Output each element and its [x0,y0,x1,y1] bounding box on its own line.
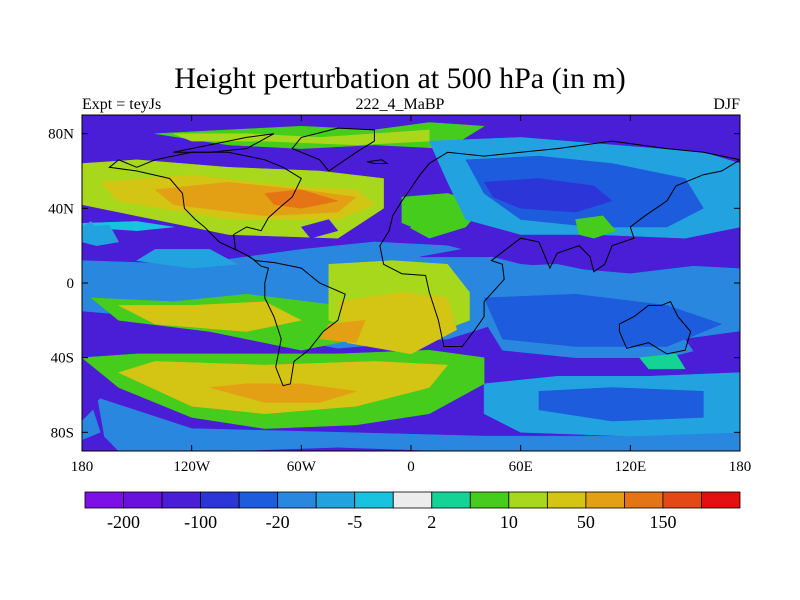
colorbar-swatch-8 [392,491,433,509]
colorbar-label: 150 [649,512,676,532]
x-tick-label: 180 [729,459,752,475]
x-tick-label: 60W [287,459,317,475]
colorbar-swatch-0 [84,491,124,509]
colorbar-swatch-2 [161,491,201,509]
colorbar-swatch-14 [624,491,664,509]
coastline-2 [379,140,740,347]
colorbar-swatch-7 [354,491,394,509]
colorbar-swatch-15 [662,491,702,509]
colorbar-swatch-1 [123,491,163,509]
colorbar-swatch-11 [508,491,548,509]
colorbar-swatch-13 [585,491,625,509]
y-tick-label: 0 [67,276,75,292]
colorbar-swatch-12 [546,491,587,509]
contour-region-34 [82,221,101,243]
contour-region-29 [538,387,704,422]
colorbar-label: -20 [266,512,290,532]
coastline-3 [618,301,692,355]
x-tick-label: 0 [407,459,415,475]
contour-region-25 [575,215,616,239]
contour-region-5 [82,398,740,451]
colorbar-swatch-10 [469,491,510,509]
y-tick-label: 80S [51,425,74,441]
colorbar-label: -5 [347,512,362,532]
contour-region-31 [684,331,740,366]
chart-title: Height perturbation at 500 hPa (in m) [174,62,626,95]
y-tick-label: 40N [48,201,74,217]
contour-region-24 [483,178,613,213]
contour-region-35 [355,219,412,243]
colorbar-label: -100 [184,512,217,532]
colorbar-swatch-9 [431,491,471,509]
contour-region-10 [118,301,302,332]
x-axis: 180 120W 60W 0 60E 120E 180 [71,115,752,475]
contour-fill-layer [82,115,740,451]
coastline-0 [108,151,346,387]
coastline-1 [291,127,375,172]
colorbar-label: -200 [107,512,140,532]
colorbar-swatch-4 [238,491,279,509]
y-tick-label: 80N [48,127,74,143]
subtitle-right: DJF [713,96,740,113]
coastline-4 [173,133,275,153]
contour-region-30 [639,353,686,370]
subtitle-left: Expt = teyJs [82,96,162,113]
colorbar-swatch-3 [200,491,240,509]
x-tick-label: 180 [71,459,94,475]
colorbar-label: 50 [577,512,595,532]
contour-region-21 [419,230,740,269]
colorbar-swatch-6 [315,491,356,509]
contour-region-27 [483,293,722,347]
coastline-5 [366,159,389,164]
y-axis: 80N 40N 0 40S 80S [48,127,740,441]
colorbar-label: 10 [500,512,518,532]
contour-region-18 [337,292,457,355]
subtitle-center: 222_4_MaBP [355,96,445,113]
x-tick-label: 60E [509,459,533,475]
contour-region-36 [301,219,339,239]
coastline-layer [108,127,740,387]
colorbar-swatch-5 [277,491,317,509]
x-tick-label: 120E [614,459,646,475]
y-tick-label: 40S [51,351,74,367]
colorbar: -200 -100 -20 -5 2 10 50 150 [84,491,741,532]
contour-region-8 [209,383,357,403]
x-tick-label: 120W [173,459,211,475]
colorbar-swatch-16 [701,491,741,509]
contour-region-4 [136,249,238,269]
colorbar-label: 2 [427,512,436,532]
